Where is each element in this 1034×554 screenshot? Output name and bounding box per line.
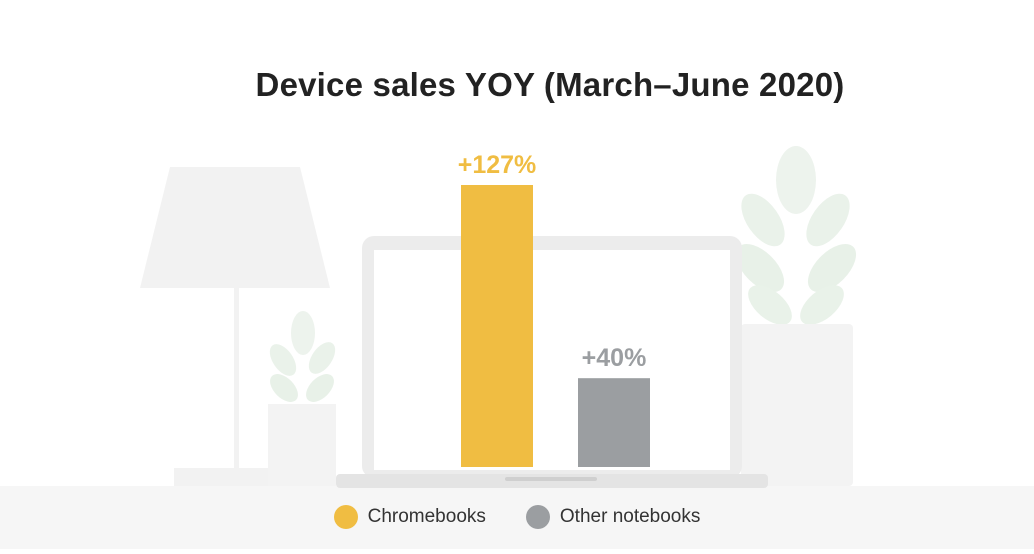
bars-layer: +127% +40%	[458, 151, 650, 467]
floor-band	[0, 486, 1034, 549]
legend-swatch-chromebooks	[333, 505, 358, 529]
legend-item-other-notebooks: Other notebooks	[525, 505, 701, 529]
bar-chromebooks	[461, 185, 533, 467]
chart-title: Device sales YOY (March–June 2020)	[255, 66, 845, 103]
large-plant-illustration	[735, 146, 857, 486]
small-plant-illustration	[268, 311, 336, 486]
lamp-illustration	[140, 167, 330, 486]
legend-swatch-other-notebooks	[525, 505, 550, 529]
data-label-chromebooks: +127%	[458, 151, 537, 179]
laptop-illustration	[336, 236, 768, 488]
legend-item-chromebooks: Chromebooks	[333, 505, 486, 529]
legend-label-other-notebooks: Other notebooks	[559, 506, 701, 527]
legend-label-chromebooks: Chromebooks	[367, 506, 486, 527]
bar-other-notebooks	[578, 378, 650, 467]
chart-legend: Chromebooks Other notebooks	[0, 505, 1034, 529]
data-label-other-notebooks: +40%	[582, 344, 647, 372]
